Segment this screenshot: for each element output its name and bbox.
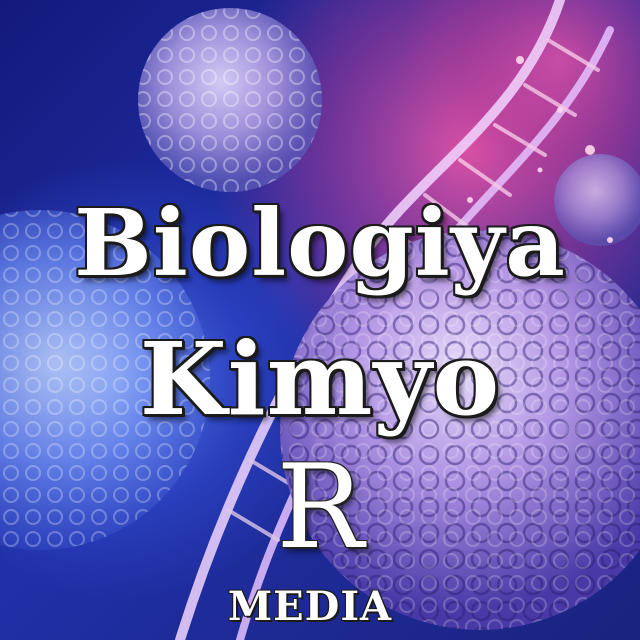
- title-kimyo: Kimyo: [139, 320, 501, 438]
- brand-media: MEDIA: [227, 583, 393, 630]
- title-biologiya: Biologiya: [74, 189, 566, 297]
- monogram-letter: R: [276, 440, 364, 575]
